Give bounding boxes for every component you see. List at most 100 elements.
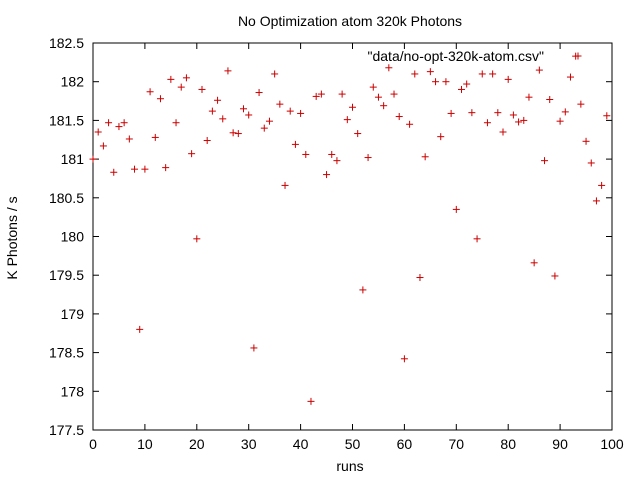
- data-point: [136, 325, 144, 333]
- data-point: [338, 90, 346, 98]
- data-point: [276, 100, 284, 108]
- data-point: [452, 205, 460, 213]
- x-tick-label: 100: [600, 436, 624, 452]
- data-point: [395, 113, 403, 121]
- data-point: [172, 119, 180, 127]
- y-axis-label: K Photons / s: [4, 196, 20, 279]
- data-point: [312, 92, 320, 100]
- data-point: [463, 80, 471, 88]
- data-point: [125, 135, 133, 143]
- y-tick-label: 181.5: [49, 112, 84, 128]
- data-point: [515, 118, 523, 126]
- data-point: [214, 96, 222, 104]
- data-point: [162, 164, 170, 172]
- data-point: [509, 111, 517, 119]
- data-point: [457, 85, 465, 93]
- data-point: [182, 74, 190, 82]
- data-point: [442, 78, 450, 86]
- x-tick-label: 50: [345, 436, 361, 452]
- x-tick-label: 30: [241, 436, 257, 452]
- data-point: [478, 70, 486, 78]
- data-point: [177, 83, 185, 91]
- x-tick-label: 20: [189, 436, 205, 452]
- y-tick-label: 182.5: [49, 35, 84, 51]
- data-point: [224, 67, 232, 75]
- data-point: [167, 75, 175, 83]
- data-point: [255, 89, 263, 97]
- x-tick-label: 0: [89, 436, 97, 452]
- data-point: [317, 90, 325, 98]
- data-point: [359, 286, 367, 294]
- axis-ticks: [92, 42, 613, 431]
- axis-tick-labels: 0 10 20 30 40 50 60 70 80 90 100 177.5 178 178.5 179 17…: [49, 35, 624, 452]
- legend-entry-label: "data/no-opt-320k-atom.csv": [368, 48, 545, 64]
- data-point: [582, 137, 590, 145]
- data-point: [541, 157, 549, 165]
- data-point: [535, 66, 543, 74]
- data-point: [432, 78, 440, 86]
- y-tick-label: 179.5: [49, 267, 84, 283]
- data-point: [198, 85, 206, 93]
- data-point: [131, 165, 139, 173]
- data-point: [245, 111, 253, 119]
- data-point: [364, 154, 372, 162]
- data-point: [328, 150, 336, 158]
- data-point: [468, 109, 476, 117]
- y-tick-label: 177.5: [49, 422, 84, 438]
- data-point: [530, 259, 538, 267]
- data-point: [572, 52, 580, 60]
- data-points: [89, 52, 611, 405]
- data-point: [291, 140, 299, 148]
- data-point: [208, 107, 216, 115]
- data-point: [504, 75, 512, 83]
- x-tick-label: 90: [552, 436, 568, 452]
- data-point: [520, 116, 528, 124]
- data-point: [598, 181, 606, 189]
- data-point: [240, 105, 248, 113]
- data-point: [286, 107, 294, 115]
- data-point: [447, 109, 455, 117]
- y-tick-label: 182: [61, 74, 85, 90]
- data-point: [260, 124, 268, 132]
- data-point: [271, 70, 279, 78]
- data-point: [120, 119, 128, 127]
- data-point: [400, 355, 408, 363]
- x-tick-label: 10: [137, 436, 153, 452]
- data-point: [473, 235, 481, 243]
- data-point: [151, 133, 159, 141]
- y-tick-label: 178.5: [49, 345, 84, 361]
- data-point: [483, 119, 491, 127]
- data-point: [592, 197, 600, 205]
- data-point: [229, 129, 237, 137]
- data-point: [203, 137, 211, 145]
- data-point: [307, 397, 315, 405]
- data-point: [333, 157, 341, 165]
- data-point: [566, 73, 574, 81]
- data-point: [499, 128, 507, 136]
- data-point: [411, 70, 419, 78]
- y-tick-label: 180: [61, 229, 85, 245]
- data-point: [426, 68, 434, 76]
- data-point: [587, 159, 595, 167]
- data-point: [421, 153, 429, 161]
- data-point: [110, 168, 118, 176]
- chart-title: No Optimization atom 320k Photons: [238, 13, 462, 29]
- data-point: [551, 272, 559, 280]
- data-point: [105, 119, 113, 127]
- x-tick-label: 40: [293, 436, 309, 452]
- data-point: [99, 142, 107, 150]
- x-tick-label: 60: [397, 436, 413, 452]
- data-point: [354, 130, 362, 138]
- y-tick-label: 179: [61, 306, 85, 322]
- data-point: [343, 116, 351, 124]
- legend: "data/no-opt-320k-atom.csv": [368, 48, 582, 64]
- data-point: [416, 274, 424, 282]
- y-tick-label: 181: [61, 151, 85, 167]
- plot-frame: [92, 42, 613, 431]
- data-point: [234, 130, 242, 138]
- data-point: [385, 64, 393, 72]
- data-point: [115, 123, 123, 131]
- data-point: [349, 103, 356, 111]
- data-point: [250, 344, 258, 352]
- x-axis-label: runs: [336, 458, 363, 474]
